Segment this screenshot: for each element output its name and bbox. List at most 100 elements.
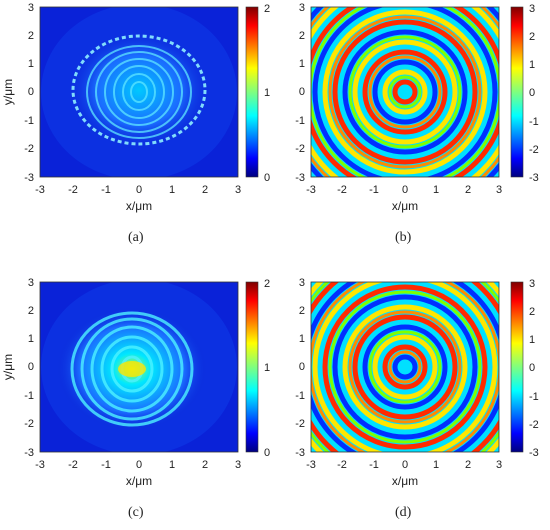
panel-c: 3 2 1 0 -1 -2 -3 y/μm -3 -2 -1 0 1 2 3 x…: [0, 275, 275, 495]
panel-b-heatmap: [311, 7, 499, 177]
panel-b-svg: 3 2 1 0 -1 -2 -3 -3 -2 -1 0 1 2 3 x/μm 3…: [295, 2, 539, 213]
panel-c-y-ticks: 3 2 1 0 -1 -2 -3: [24, 277, 34, 459]
x-tick: 0: [136, 459, 142, 471]
panel-a-svg: 3 2 1 0 -1 -2 -3 y/μm -3 -2 -1 0 1 2 3 x…: [1, 2, 270, 213]
colorbar-tick: 1: [264, 362, 270, 374]
x-tick: 2: [465, 184, 471, 196]
panel-a-y-ticks: 3 2 1 0 -1 -2 -3: [24, 2, 34, 184]
x-tick: 3: [235, 184, 241, 196]
x-tick: 2: [202, 459, 208, 471]
colorbar-tick: -3: [529, 172, 539, 184]
x-tick: -3: [35, 184, 45, 196]
x-tick: 3: [496, 459, 502, 471]
colorbar-tick: -1: [529, 116, 539, 128]
x-tick: -3: [306, 459, 316, 471]
x-tick: -1: [369, 459, 379, 471]
y-tick: 0: [299, 86, 305, 98]
x-tick: -2: [68, 184, 78, 196]
y-tick: 3: [28, 277, 34, 289]
y-tick: 1: [28, 333, 34, 345]
caption-b: (b): [395, 230, 412, 245]
colorbar-tick: 1: [529, 59, 535, 71]
y-tick: 2: [28, 305, 34, 317]
panel-a-x-label: x/μm: [126, 199, 152, 213]
y-tick: -2: [24, 143, 34, 155]
y-tick: 2: [299, 305, 305, 317]
y-tick: 1: [299, 58, 305, 70]
panel-b-x-label: x/μm: [392, 199, 418, 213]
panel-a-y-label: y/μm: [1, 79, 15, 105]
y-tick: -1: [24, 115, 34, 127]
panel-d-x-label: x/μm: [392, 474, 418, 488]
x-tick: 2: [465, 459, 471, 471]
panel-c-y-label: y/μm: [1, 354, 15, 380]
y-tick: -2: [295, 143, 305, 155]
panel-d-svg: 3 2 1 0 -1 -2 -3 -3 -2 -1 0 1 2 3 x/μm 3…: [295, 277, 539, 488]
colorbar-tick: 3: [529, 278, 535, 290]
panel-d-y-ticks: 3 2 1 0 -1 -2 -3: [295, 277, 305, 459]
colorbar-tick: 0: [264, 447, 270, 459]
y-tick: -3: [24, 172, 34, 184]
x-tick: -2: [337, 184, 347, 196]
y-tick: 1: [28, 58, 34, 70]
x-tick: -1: [369, 184, 379, 196]
x-tick: 1: [169, 459, 175, 471]
y-tick: -2: [295, 418, 305, 430]
colorbar-tick: 2: [264, 3, 270, 15]
y-tick: 0: [299, 361, 305, 373]
panel-b-colorbar: [510, 6, 524, 178]
y-tick: -3: [24, 447, 34, 459]
panel-b: 3 2 1 0 -1 -2 -3 -3 -2 -1 0 1 2 3 x/μm 3…: [275, 0, 550, 220]
y-tick: 3: [28, 2, 34, 14]
x-tick: -2: [68, 459, 78, 471]
x-tick: 3: [496, 184, 502, 196]
colorbar-tick: 1: [529, 334, 535, 346]
y-tick: 2: [299, 30, 305, 42]
x-tick: 3: [235, 459, 241, 471]
colorbar-tick: 1: [264, 87, 270, 99]
x-tick: 0: [402, 459, 408, 471]
panel-c-x-ticks: -3 -2 -1 0 1 2 3: [35, 459, 241, 471]
caption-d: (d): [395, 505, 412, 520]
x-tick: 1: [169, 184, 175, 196]
panel-c-svg: 3 2 1 0 -1 -2 -3 y/μm -3 -2 -1 0 1 2 3 x…: [1, 277, 270, 488]
y-tick: -1: [24, 390, 34, 402]
colorbar-tick: -2: [529, 144, 539, 156]
panel-b-x-ticks: -3 -2 -1 0 1 2 3: [306, 184, 502, 196]
panel-a: 3 2 1 0 -1 -2 -3 y/μm -3 -2 -1 0 1 2 3 x…: [0, 0, 275, 220]
x-tick: -3: [306, 184, 316, 196]
panel-a-colorbar: [245, 6, 259, 178]
panel-a-colorbar-ticks: 2 1 0: [264, 3, 270, 184]
x-tick: 0: [136, 184, 142, 196]
colorbar-tick: 0: [264, 172, 270, 184]
x-tick: -1: [101, 459, 111, 471]
colorbar-tick: -2: [529, 419, 539, 431]
colorbar-tick: 0: [529, 87, 535, 99]
y-tick: -1: [295, 115, 305, 127]
panel-d-heatmap: [311, 282, 499, 452]
panel-a-x-ticks: -3 -2 -1 0 1 2 3: [35, 184, 241, 196]
y-tick: 3: [299, 2, 305, 14]
caption-a: (a): [128, 230, 144, 245]
y-tick: -1: [295, 390, 305, 402]
y-tick: 1: [299, 333, 305, 345]
x-tick: -3: [35, 459, 45, 471]
colorbar-tick: -1: [529, 391, 539, 403]
panel-c-colorbar-ticks: 2 1 0: [264, 278, 270, 459]
x-tick: 1: [433, 459, 439, 471]
y-tick: 3: [299, 277, 305, 289]
colorbar-tick: -3: [529, 447, 539, 459]
x-tick: -1: [101, 184, 111, 196]
colorbar-tick: 2: [529, 31, 535, 43]
y-tick: 2: [28, 30, 34, 42]
panel-d-colorbar-ticks: 3 2 1 0 -1 -2 -3: [529, 278, 539, 459]
colorbar-tick: 0: [529, 362, 535, 374]
y-tick: -2: [24, 418, 34, 430]
panel-d-colorbar: [510, 281, 524, 453]
y-tick: 0: [28, 361, 34, 373]
colorbar-tick: 3: [529, 3, 535, 15]
colorbar-tick: 2: [264, 278, 270, 290]
x-tick: 2: [202, 184, 208, 196]
panel-a-heatmap: [40, 7, 238, 177]
y-tick: -3: [295, 447, 305, 459]
